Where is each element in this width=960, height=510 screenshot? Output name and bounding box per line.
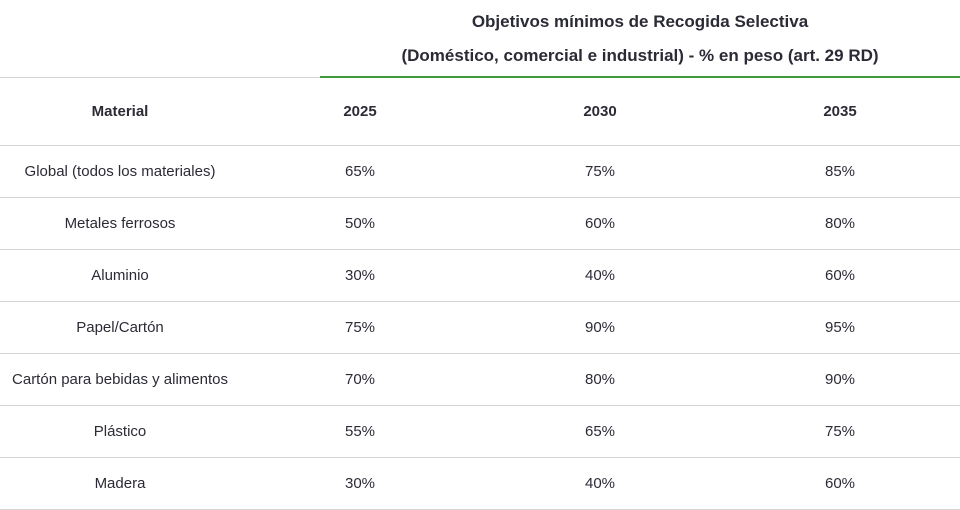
- material-cell: Global (todos los materiales): [24, 163, 216, 180]
- table-row: Madera 30% 40% 60%: [0, 458, 960, 510]
- group-header-accent-rule: [320, 76, 960, 78]
- value-cell-2035: 80%: [824, 215, 856, 232]
- column-header-2025: 2025: [343, 103, 377, 120]
- value-cell-2030: 40%: [584, 267, 616, 284]
- table-group-header: Objetivos mínimos de Recogida Selectiva …: [320, 0, 960, 77]
- table-row: Aluminio 30% 40% 60%: [0, 250, 960, 302]
- value-cell-2035: 75%: [824, 423, 856, 440]
- value-cell-2035: 90%: [824, 371, 856, 388]
- value-cell-2035: 60%: [824, 475, 856, 492]
- table-row: Papel/Cartón 75% 90% 95%: [0, 302, 960, 354]
- value-cell-2035: 85%: [824, 163, 856, 180]
- value-cell-2025: 75%: [344, 319, 376, 336]
- material-cell: Metales ferrosos: [64, 215, 176, 232]
- value-cell-2025: 70%: [344, 371, 376, 388]
- value-cell-2035: 95%: [824, 319, 856, 336]
- material-cell: Plástico: [93, 423, 147, 440]
- column-header-2030: 2030: [583, 103, 617, 120]
- value-cell-2030: 40%: [584, 475, 616, 492]
- material-cell: Cartón para bebidas y alimentos: [12, 371, 228, 388]
- material-cell: Aluminio: [91, 267, 149, 284]
- value-cell-2030: 65%: [584, 423, 616, 440]
- header-divider: [0, 77, 320, 78]
- value-cell-2025: 55%: [344, 423, 376, 440]
- value-cell-2030: 90%: [584, 319, 616, 336]
- value-cell-2030: 60%: [584, 215, 616, 232]
- column-header-2035: 2035: [823, 103, 857, 120]
- table-row: Metales ferrosos 50% 60% 80%: [0, 198, 960, 250]
- table-row: Cartón para bebidas y alimentos 70% 80% …: [0, 354, 960, 406]
- column-header-row: Material 2025 2030 2035: [0, 78, 960, 146]
- column-header-material: Material: [91, 103, 149, 120]
- group-header-subtitle: (Doméstico, comercial e industrial) - % …: [401, 46, 879, 65]
- material-cell: Madera: [94, 475, 146, 492]
- value-cell-2025: 65%: [344, 163, 376, 180]
- value-cell-2035: 60%: [824, 267, 856, 284]
- value-cell-2030: 75%: [584, 163, 616, 180]
- group-header-title: Objetivos mínimos de Recogida Selectiva: [471, 12, 809, 31]
- value-cell-2025: 30%: [344, 475, 376, 492]
- material-cell: Papel/Cartón: [76, 319, 164, 336]
- value-cell-2030: 80%: [584, 371, 616, 388]
- value-cell-2025: 50%: [344, 215, 376, 232]
- table-row: Plástico 55% 65% 75%: [0, 406, 960, 458]
- table-row: Global (todos los materiales) 65% 75% 85…: [0, 146, 960, 198]
- table-body: Global (todos los materiales) 65% 75% 85…: [0, 146, 960, 510]
- value-cell-2025: 30%: [344, 267, 376, 284]
